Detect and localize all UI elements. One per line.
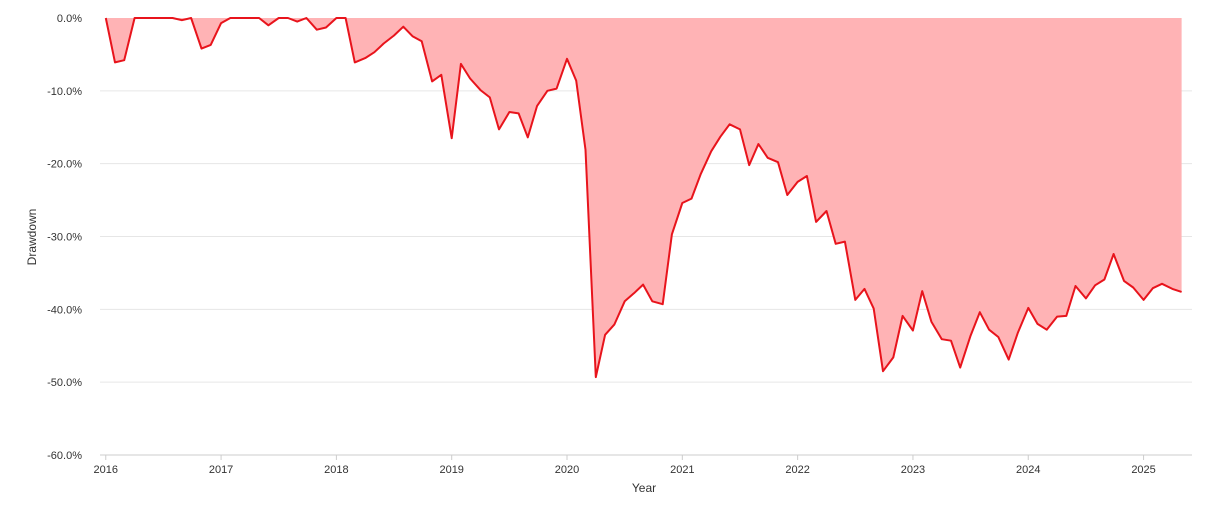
y-tick-label: -30.0% (47, 232, 82, 244)
y-tick-label: -60.0% (47, 450, 82, 462)
drawdown-line-layer (104, 17, 1182, 379)
y-tick-label: -50.0% (47, 377, 82, 389)
x-axis-title: Year (632, 481, 656, 495)
y-tick-label: -20.0% (47, 159, 82, 171)
y-tick-label: -10.0% (47, 86, 82, 98)
y-axis-title: Drawdown (25, 209, 39, 266)
x-tick-label: 2019 (439, 464, 463, 476)
drawdown-line (104, 17, 1182, 379)
x-tick-label: 2024 (1016, 464, 1040, 476)
drawdown-area-layer (105, 18, 1182, 378)
x-axis-tick-labels: 2016 2017 2018 2019 2020 2021 2022 2023 2024 2025 (94, 464, 1156, 476)
x-tick-label: 2021 (670, 464, 694, 476)
x-tick-label: 2023 (901, 464, 925, 476)
x-tick-label: 2018 (324, 464, 348, 476)
axes (100, 454, 1192, 460)
x-tick-label: 2020 (555, 464, 579, 476)
x-tick-label: 2022 (785, 464, 809, 476)
x-tick-label: 2017 (209, 464, 233, 476)
y-axis-tick-labels: 0.0% -10.0% -20.0% -30.0% -40.0% -50.0% -60.0% (47, 13, 82, 462)
x-tick-label: 2016 (94, 464, 118, 476)
y-tick-label: 0.0% (57, 13, 82, 25)
x-tick-label: 2025 (1131, 464, 1155, 476)
drawdown-area (105, 18, 1182, 378)
y-tick-label: -40.0% (47, 304, 82, 316)
